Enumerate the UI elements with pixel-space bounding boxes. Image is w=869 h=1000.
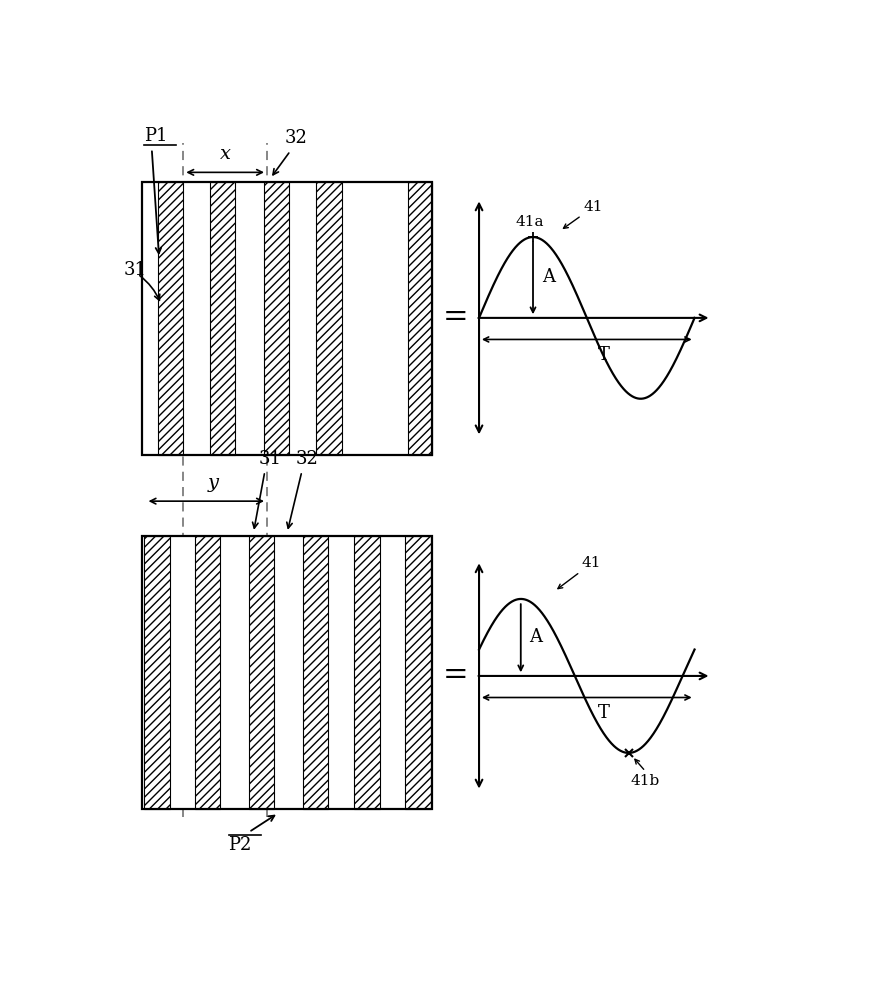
- Text: 32: 32: [285, 129, 308, 147]
- Text: T: T: [598, 704, 609, 722]
- Text: y: y: [208, 474, 218, 492]
- Bar: [195, 536, 221, 809]
- Bar: [144, 536, 170, 809]
- Bar: [316, 182, 342, 455]
- Bar: [405, 536, 430, 809]
- Text: 41: 41: [583, 200, 603, 214]
- Text: T: T: [598, 346, 609, 364]
- Bar: [249, 536, 275, 809]
- Text: 31: 31: [123, 261, 147, 279]
- Text: 32: 32: [295, 450, 319, 468]
- Bar: [143, 536, 432, 809]
- Bar: [355, 536, 380, 809]
- Bar: [408, 182, 432, 455]
- Text: x: x: [220, 145, 230, 163]
- Bar: [143, 182, 432, 455]
- Text: 41a: 41a: [515, 215, 544, 229]
- Text: A: A: [529, 628, 542, 646]
- Bar: [143, 536, 432, 809]
- Text: 41: 41: [581, 556, 600, 570]
- Text: P1: P1: [143, 127, 167, 145]
- Bar: [143, 182, 432, 455]
- Bar: [302, 536, 328, 809]
- Text: =: =: [442, 302, 468, 333]
- Bar: [209, 182, 235, 455]
- Text: P2: P2: [229, 836, 252, 854]
- Text: 31: 31: [259, 450, 282, 468]
- Text: =: =: [442, 660, 468, 691]
- Bar: [158, 182, 183, 455]
- Bar: [263, 182, 289, 455]
- Text: 41b: 41b: [631, 774, 660, 788]
- Text: A: A: [541, 268, 554, 286]
